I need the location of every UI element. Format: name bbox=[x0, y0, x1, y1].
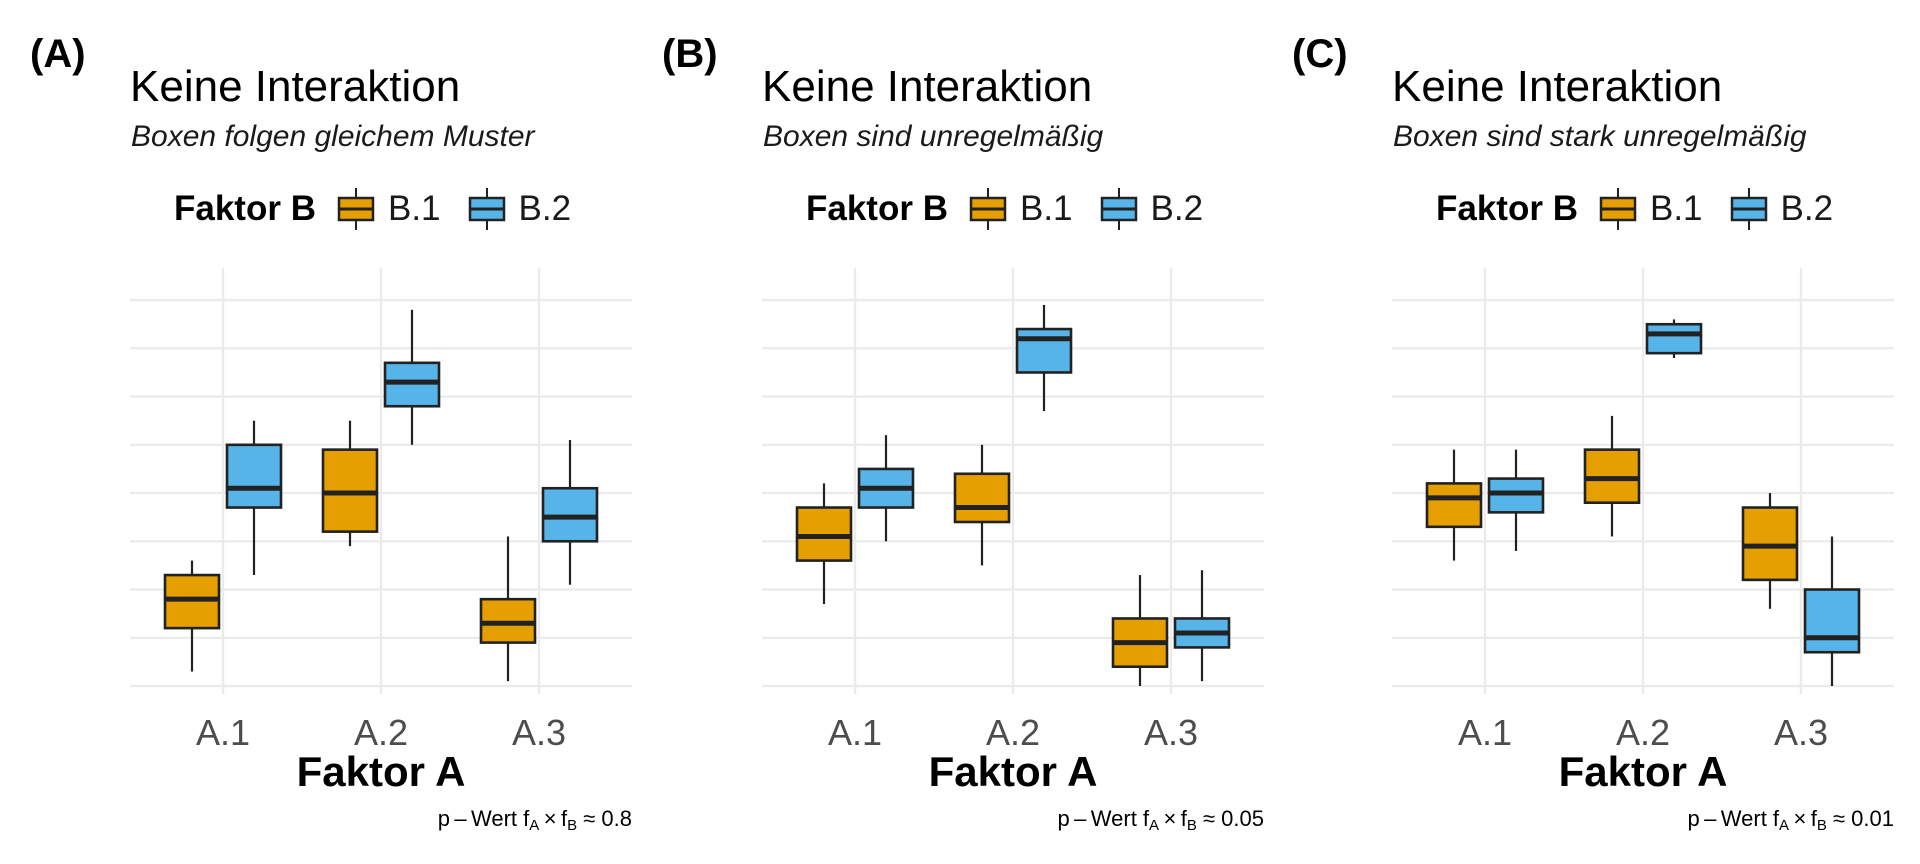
panel-subtitle: Boxen sind unregelmäßig bbox=[763, 120, 1104, 153]
panel-subtitle: Boxen sind stark unregelmäßig bbox=[1393, 120, 1807, 153]
x-tick-label: A.2 bbox=[986, 712, 1040, 753]
legend-key-b1 bbox=[969, 188, 1007, 230]
x-tick-label: A.1 bbox=[1458, 712, 1512, 753]
panel-title: Keine Interaktion bbox=[762, 62, 1093, 111]
legend-title: Faktor B bbox=[1436, 189, 1578, 228]
boxplot-b1-a2 bbox=[953, 444, 1011, 566]
x-tick-label: A.3 bbox=[512, 712, 566, 753]
box bbox=[1425, 482, 1483, 529]
legend-label-b2: B.2 bbox=[518, 189, 572, 228]
boxplot-b2-a3 bbox=[1173, 570, 1231, 682]
boxplot-b1-a3 bbox=[1111, 575, 1169, 686]
panel-title: Keine Interaktion bbox=[1392, 62, 1723, 111]
panel-tag: (C) bbox=[1292, 32, 1348, 76]
boxplot-b2-a2 bbox=[383, 309, 441, 445]
x-tick-label: A.1 bbox=[196, 712, 250, 753]
boxplot-b2-a1 bbox=[857, 435, 915, 542]
box bbox=[953, 472, 1011, 524]
boxplot-b1-a3 bbox=[479, 536, 537, 682]
legend-label-b1: B.1 bbox=[1649, 189, 1703, 228]
caption-sub-b: B bbox=[1186, 817, 1197, 834]
legend-title: Faktor B bbox=[174, 189, 316, 228]
panel-subtitle: Boxen folgen gleichem Muster bbox=[131, 120, 535, 153]
box bbox=[1803, 588, 1861, 654]
caption-sub-a: A bbox=[1149, 817, 1160, 834]
legend: Faktor B B.1 B.2 bbox=[806, 184, 1229, 234]
plot-area: A.1 A.2 A.3 bbox=[1392, 268, 1894, 753]
x-tick-label: A.3 bbox=[1144, 712, 1198, 753]
boxplot-b2-a1 bbox=[225, 420, 283, 576]
caption-sub-a: A bbox=[1779, 817, 1790, 834]
x-axis-title: Faktor A bbox=[1558, 748, 1728, 795]
x-tick-label: A.2 bbox=[1616, 712, 1670, 753]
boxplot-b1-a2 bbox=[1583, 415, 1641, 537]
caption-sub-a: A bbox=[529, 817, 540, 834]
legend-label-b1: B.1 bbox=[387, 189, 441, 228]
legend-key-b2 bbox=[468, 188, 505, 230]
panel-tag: (B) bbox=[662, 32, 718, 76]
caption-label: p – Wert bbox=[437, 806, 518, 831]
boxplot-b1-a1 bbox=[795, 483, 853, 604]
legend-label-b2: B.2 bbox=[1150, 189, 1204, 228]
legend-key-b1 bbox=[1599, 188, 1637, 230]
panel-c: (C) Keine Interaktion Boxen sind stark u… bbox=[1262, 0, 1902, 864]
boxplot-b2-a2 bbox=[1015, 304, 1073, 412]
boxplot-b2-a3 bbox=[1803, 536, 1861, 686]
boxplot-b2-a1 bbox=[1487, 449, 1545, 551]
x-axis-title: Faktor A bbox=[296, 748, 466, 795]
x-tick-label: A.1 bbox=[828, 712, 882, 753]
caption-value: ≈ 0.01 bbox=[1832, 806, 1894, 831]
legend-key-b2 bbox=[1730, 188, 1767, 230]
caption-label: p – Wert bbox=[1687, 806, 1767, 831]
legend-label-b2: B.2 bbox=[1780, 189, 1834, 228]
caption-value: ≈ 0.8 bbox=[583, 806, 632, 831]
box bbox=[225, 443, 283, 509]
caption-sub-b: B bbox=[567, 817, 578, 834]
boxplot-b2-a3 bbox=[541, 440, 599, 585]
x-axis-title: Faktor A bbox=[928, 748, 1098, 795]
legend-key-b1 bbox=[337, 188, 375, 230]
boxplot-b1-a3 bbox=[1741, 493, 1799, 609]
boxplot-b2-a2 bbox=[1645, 319, 1703, 358]
caption: p – Wert fA × fB ≈ 0.01 bbox=[1687, 806, 1894, 834]
panel-tag: (A) bbox=[30, 32, 86, 76]
legend: Faktor B B.1 B.2 bbox=[174, 184, 597, 234]
legend-key-b2 bbox=[1100, 188, 1137, 230]
box bbox=[1015, 327, 1073, 374]
caption: p – Wert fA × fB ≈ 0.8 bbox=[437, 806, 632, 834]
caption-label: p – Wert bbox=[1057, 806, 1137, 831]
legend-label-b1: B.1 bbox=[1019, 189, 1073, 228]
plot-area: A.1 A.2 A.3 bbox=[762, 268, 1264, 753]
caption-value: ≈ 0.05 bbox=[1202, 806, 1264, 831]
panel-a: (A) Keine Interaktion Boxen folgen gleic… bbox=[0, 0, 640, 864]
x-tick-label: A.2 bbox=[354, 712, 408, 753]
plot-area: A.1 A.2 A.3 bbox=[130, 268, 632, 753]
box bbox=[1645, 322, 1703, 355]
legend: Faktor B B.1 B.2 bbox=[1436, 184, 1859, 234]
panel-b: (B) Keine Interaktion Boxen sind unregel… bbox=[632, 0, 1272, 864]
panel-title: Keine Interaktion bbox=[130, 62, 461, 111]
boxplot-b1-a2 bbox=[321, 420, 379, 547]
boxplot-b1-a1 bbox=[163, 560, 221, 672]
caption-sub-b: B bbox=[1816, 817, 1827, 834]
boxplot-b1-a1 bbox=[1425, 449, 1483, 561]
legend-title: Faktor B bbox=[806, 189, 948, 228]
caption: p – Wert fA × fB ≈ 0.05 bbox=[1057, 806, 1264, 834]
x-tick-label: A.3 bbox=[1774, 712, 1828, 753]
